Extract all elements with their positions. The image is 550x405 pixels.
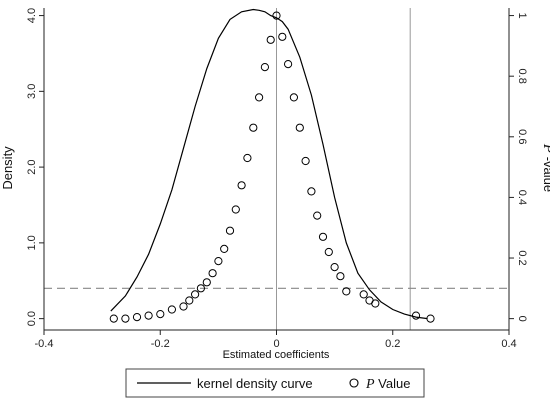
y-right-tick-label-3: 0.6 <box>516 129 528 144</box>
p-value-point-12 <box>214 257 223 266</box>
p-value-point-33 <box>336 272 345 281</box>
p-value-point-5 <box>167 305 176 314</box>
x-tick-label-4: 0.4 <box>501 338 516 350</box>
legend: kernel density curve P Value <box>125 368 425 398</box>
p-value-point-16 <box>237 181 246 190</box>
p-value-point-31 <box>324 247 333 257</box>
p-value-point-14 <box>225 226 235 235</box>
reference-lines <box>44 8 509 330</box>
p-value-point-13 <box>220 244 229 253</box>
tick-labels: -0.4 -0.2 0 0.2 0.4 0.0 1.0 2.0 3.0 4.0 0 0.2 0.4 0.6… <box>26 8 528 350</box>
p-value-point-18 <box>249 123 258 132</box>
p-value-point-10 <box>202 278 211 287</box>
legend-kernel-label: kernel density curve <box>197 376 313 391</box>
p-value-point-23 <box>278 32 287 41</box>
p-value-point-38 <box>411 311 421 320</box>
p-value-point-34 <box>342 287 351 296</box>
legend-circle-swatch <box>349 378 359 388</box>
y-right-tick-label-4: 0.8 <box>516 69 528 84</box>
p-value-point-6 <box>179 302 188 311</box>
p-value-point-0 <box>109 314 118 323</box>
p-value-point-7 <box>185 296 194 305</box>
series-kernel-density <box>110 8 428 320</box>
p-value-point-15 <box>231 205 240 214</box>
p-value-point-20 <box>260 63 269 72</box>
p-value-point-37 <box>371 299 380 308</box>
p-value-point-8 <box>191 290 200 299</box>
y-axis-right-label: P -value <box>540 143 550 192</box>
p-value-point-26 <box>295 123 304 132</box>
y-right-tick-label-1: 0.2 <box>516 250 528 265</box>
legend-p-italic: P <box>365 377 375 392</box>
p-value-point-39 <box>426 314 435 323</box>
y-axis-right-label-rest: -value <box>541 153 550 192</box>
p-value-point-11 <box>208 269 217 278</box>
y-left-tick-label-3: 3.0 <box>26 84 38 99</box>
y-left-tick-label-0: 0.0 <box>26 311 38 326</box>
x-tick-label-3: 0.2 <box>385 338 400 350</box>
y-left-tick-label-4: 4.0 <box>26 8 38 23</box>
y-right-tick-label-2: 0.4 <box>516 190 528 205</box>
p-value-point-35 <box>359 290 368 299</box>
x-axis-label: Estimated coefficients <box>223 349 330 361</box>
p-value-point-9 <box>196 284 205 293</box>
x-tick-label-1: -0.2 <box>151 338 170 350</box>
p-value-point-25 <box>289 93 298 102</box>
legend-p-rest: Value <box>375 376 411 391</box>
p-value-point-4 <box>156 310 165 319</box>
p-value-point-22 <box>272 11 281 20</box>
p-value-point-30 <box>318 232 328 241</box>
p-value-point-19 <box>255 93 264 102</box>
y-right-tick-label-0: 0 <box>516 316 528 322</box>
x-tick-label-2: 0 <box>273 338 279 350</box>
p-value-point-24 <box>284 60 293 69</box>
series-p-value <box>109 11 435 323</box>
p-value-point-21 <box>266 35 275 44</box>
x-tick-label-0: -0.4 <box>35 338 54 350</box>
y-left-tick-label-1: 1.0 <box>26 235 38 250</box>
y-axis-right-label-italic: P <box>540 143 550 153</box>
legend-p-value-label: P Value <box>365 376 410 392</box>
y-axis-left-label: Density <box>0 146 15 190</box>
p-value-point-29 <box>313 211 322 220</box>
p-value-point-1 <box>121 314 130 323</box>
p-value-point-32 <box>330 263 339 272</box>
y-left-tick-label-2: 2.0 <box>26 159 38 174</box>
kernel-density-line <box>110 8 428 320</box>
p-value-point-28 <box>307 187 316 196</box>
p-value-point-17 <box>243 153 252 163</box>
p-value-point-3 <box>144 311 153 320</box>
p-value-point-27 <box>301 156 310 166</box>
p-value-point-2 <box>132 313 142 322</box>
y-right-tick-label-5: 1 <box>516 13 528 19</box>
